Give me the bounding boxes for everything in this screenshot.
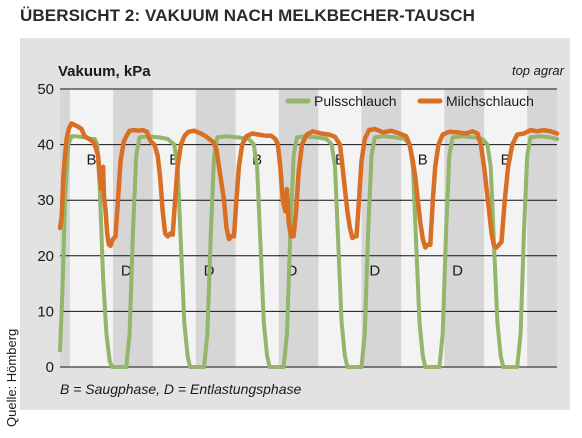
chart-title: ÜBERSICHT 2: VAKUUM NACH MELKBECHER-TAUS… [20,6,476,25]
phase-label-D-6: D [121,263,132,280]
y-tick-label-20: 20 [37,248,54,265]
phase-label-B-5: B [501,152,511,169]
legend-label-0: Pulsschlauch [314,93,397,109]
phase-label-D-8: D [287,263,298,280]
phase-label-D-10: D [452,263,463,280]
phase-label-D-9: D [369,263,380,280]
phase-label-B-1: B [169,152,179,169]
y-axis-label: Vakuum, kPa [58,63,151,80]
phase-band-2 [235,89,279,367]
y-tick-label-10: 10 [37,303,54,320]
y-tick-label-40: 40 [37,137,54,154]
series-line-pulsschlauch [58,134,559,369]
y-tick-label-30: 30 [37,192,54,209]
phase-label-B-0: B [86,152,96,169]
y-tick-label-50: 50 [37,81,54,98]
brand-label: top agrar [511,63,564,78]
series-line-milchschlauch [57,121,560,250]
phase-label-B-4: B [418,152,428,169]
y-tick-label-0: 0 [46,359,54,376]
source-label: Quelle: Hömberg [4,328,19,427]
chart-caption: B = Saugphase, D = Entlastungsphase [60,381,302,397]
legend-label-1: Milchschlauch [446,93,534,109]
